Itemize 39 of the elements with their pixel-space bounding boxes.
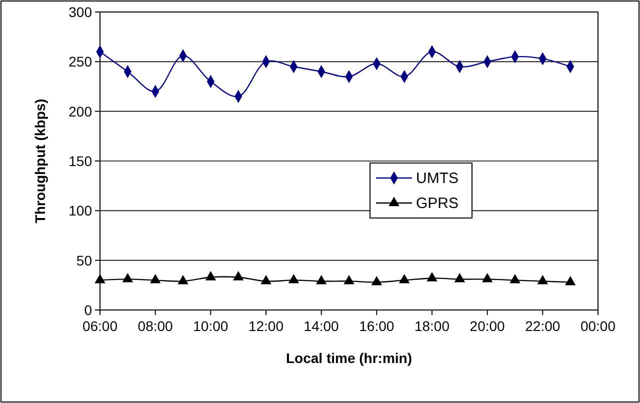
y-axis-title: Throughput (kbps) [32,98,48,224]
y-tick-label: 250 [68,54,92,70]
x-tick-label: 06:00 [82,318,118,334]
y-tick-label: 0 [84,302,92,318]
x-tick-label: 12:00 [248,318,284,334]
point [316,274,327,284]
point [482,273,493,282]
legend-label: GPRS [416,195,459,212]
point [150,274,161,284]
point [564,276,576,286]
point [398,274,410,284]
x-tick-label: 22:00 [525,318,560,334]
y-tick-label: 50 [76,252,92,268]
y-tick-label: 200 [68,103,92,120]
point [537,274,548,284]
point [94,274,106,284]
y-tick-label: 150 [68,153,92,169]
x-tick-label: 08:00 [138,318,174,334]
point [205,271,216,280]
x-tick-label: 10:00 [193,318,228,334]
x-tick-label: 16:00 [359,318,394,334]
point [288,274,300,284]
point [371,276,382,286]
point [178,274,188,284]
x-tick-label: 14:00 [304,318,340,334]
y-tick-label: 100 [68,202,92,219]
legend-label: UMTS [416,170,458,187]
point [232,271,244,280]
x-axis-title: Local time (hr:min) [286,350,412,366]
point [122,273,134,282]
point [510,274,520,284]
x-tick-label: 00:00 [580,318,616,334]
x-tick-label: 18:00 [414,318,450,334]
x-tick-label: 20:00 [470,318,506,334]
point [344,274,354,284]
point [260,274,272,284]
point [426,272,438,282]
y-tick-label: 300 [68,4,92,20]
point [454,273,466,282]
